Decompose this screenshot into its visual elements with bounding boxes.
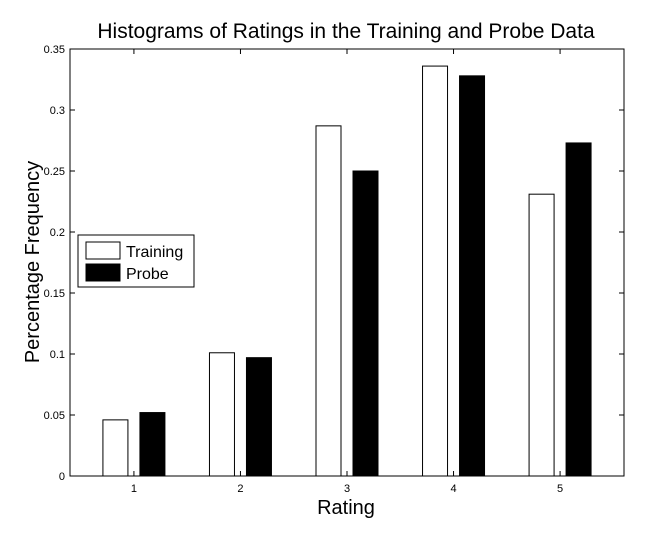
- y-tick-label: 0.3: [50, 105, 65, 117]
- y-tick-label: 0.2: [50, 227, 65, 239]
- y-tick-label: 0.05: [44, 410, 65, 422]
- x-axis: 1 2 3 4 5: [131, 49, 563, 495]
- y-tick-label: 0: [59, 471, 65, 483]
- x-tick-label: 2: [237, 483, 243, 495]
- bar-training-5: [528, 193, 555, 477]
- x-tick-label: 1: [131, 483, 137, 495]
- bars: [102, 65, 592, 477]
- bar-probe-1: [139, 412, 166, 477]
- x-tick-label: 3: [344, 483, 350, 495]
- legend-swatch-probe: [85, 263, 121, 282]
- x-tick-label: 4: [450, 483, 456, 495]
- legend-label-probe: Probe: [126, 266, 169, 283]
- y-axis-title: Percentage Frequency: [22, 161, 44, 363]
- x-axis-title: Rating: [317, 497, 375, 519]
- y-tick-label: 0.15: [44, 288, 65, 300]
- y-tick-label: 0.35: [44, 44, 65, 56]
- y-tick-label: 0.1: [50, 349, 65, 361]
- bar-training-1: [102, 419, 129, 477]
- bar-probe-4: [459, 75, 486, 477]
- legend-swatch-training: [85, 241, 121, 260]
- y-tick-label: 0.25: [44, 166, 65, 178]
- bar-training-3: [315, 125, 342, 477]
- y-axis: 0 0.05 0.1 0.15 0.2 0.25 0.3 0.35: [44, 44, 624, 483]
- legend-label-training: Training: [126, 244, 183, 261]
- bar-training-2: [208, 352, 235, 477]
- bar-training-4: [422, 65, 449, 477]
- chart-title: Histograms of Ratings in the Training an…: [97, 20, 595, 43]
- legend: Training Probe: [77, 234, 195, 288]
- bar-probe-5: [565, 142, 592, 477]
- bar-probe-3: [352, 170, 379, 477]
- x-tick-label: 5: [557, 483, 563, 495]
- bar-probe-2: [245, 357, 272, 477]
